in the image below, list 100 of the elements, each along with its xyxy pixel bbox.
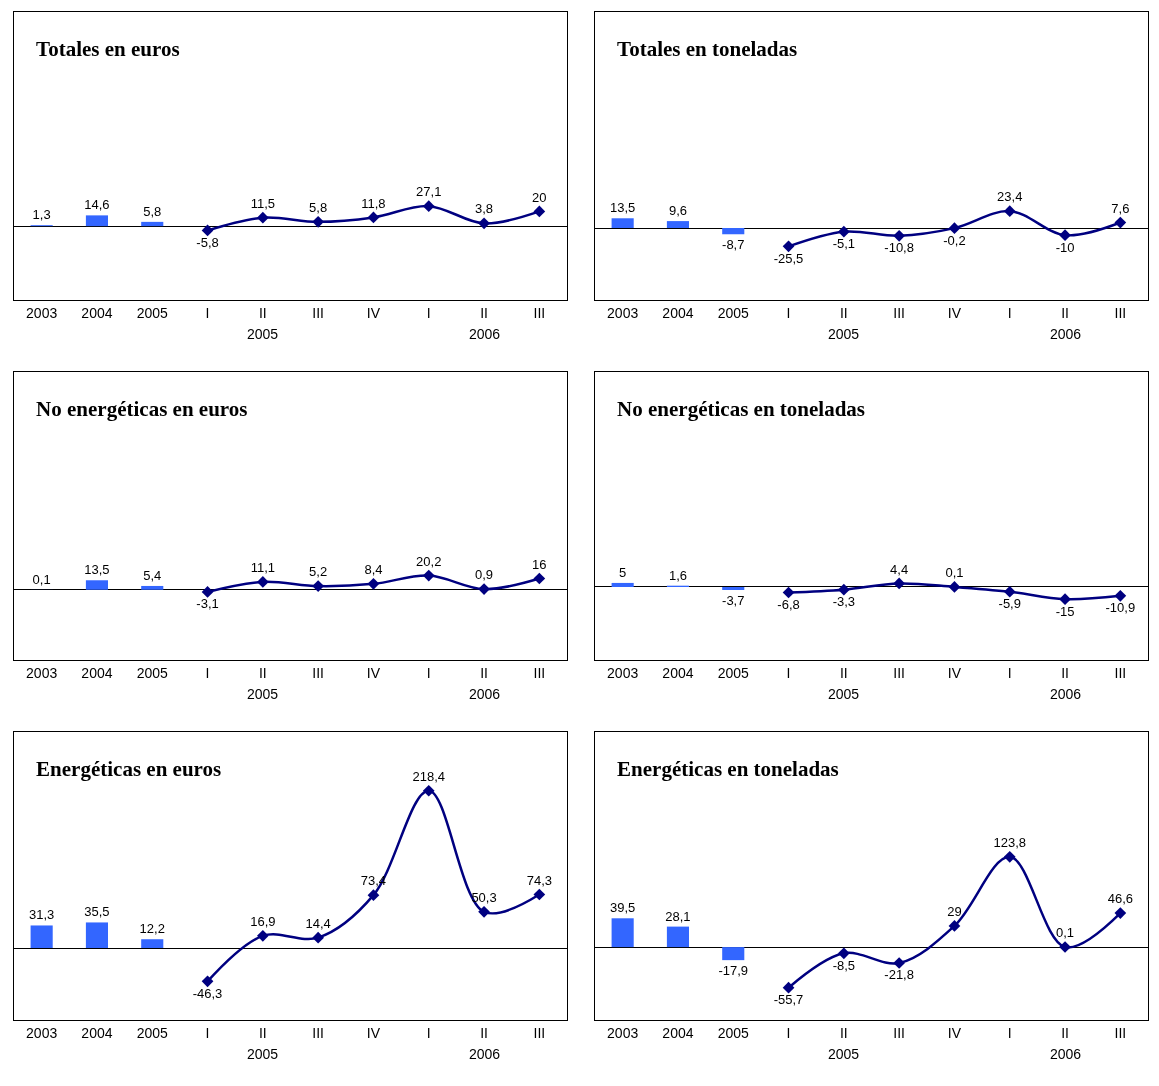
data-label: 0,1 bbox=[1056, 925, 1075, 941]
x-tick-label: IV bbox=[947, 664, 962, 681]
x-tick-label: II bbox=[480, 664, 488, 681]
point bbox=[257, 929, 269, 942]
data-label: 7,6 bbox=[1111, 200, 1130, 216]
x-tick-label: I bbox=[205, 304, 210, 321]
data-label: -3,1 bbox=[196, 596, 219, 612]
data-label: 20,2 bbox=[416, 553, 442, 569]
x-tick-label: 2004 bbox=[662, 304, 694, 321]
x-tick-label: 2003 bbox=[607, 304, 639, 321]
data-label: 35,5 bbox=[84, 904, 110, 920]
text: No energéticas en toneladas bbox=[617, 396, 866, 421]
x-tick-label: I bbox=[426, 304, 431, 321]
data-label: 14,6 bbox=[84, 197, 110, 213]
x-tick-label: I bbox=[786, 1024, 791, 1041]
x-tick-label: 2004 bbox=[81, 664, 113, 681]
point bbox=[478, 217, 490, 230]
data-label: 9,6 bbox=[668, 203, 687, 219]
text: 2005 bbox=[247, 686, 279, 702]
text: No energéticas en euros bbox=[36, 396, 248, 421]
data-label: 5,2 bbox=[309, 564, 328, 580]
x-tick-label: 2003 bbox=[607, 664, 639, 681]
data-label: -5,8 bbox=[196, 234, 219, 250]
data-label: -46,3 bbox=[192, 985, 223, 1001]
text: 2006 bbox=[1050, 686, 1082, 702]
data-label: 29 bbox=[947, 904, 962, 920]
data-label: -55,7 bbox=[773, 992, 804, 1008]
data-label: -17,9 bbox=[718, 963, 749, 979]
x-tick-label: III bbox=[893, 664, 905, 681]
x-tick-label: III bbox=[893, 304, 905, 321]
x-tick-label: 2005 bbox=[717, 1024, 750, 1041]
data-label: 20 bbox=[532, 189, 547, 205]
x-tick-label: II bbox=[1061, 1024, 1069, 1041]
data-label: 1,3 bbox=[32, 207, 51, 223]
data-label: -0,2 bbox=[943, 232, 966, 248]
point bbox=[1003, 205, 1016, 217]
data-label: 39,5 bbox=[609, 900, 636, 916]
x-tick-label: II bbox=[258, 1024, 267, 1041]
point bbox=[838, 583, 850, 596]
point bbox=[367, 889, 380, 901]
x-tick-label: III bbox=[893, 1024, 905, 1041]
data-label: 0,1 bbox=[945, 565, 964, 581]
data-label: 5 bbox=[619, 564, 627, 580]
text: 2006 bbox=[469, 326, 501, 342]
point bbox=[533, 888, 546, 901]
point bbox=[782, 981, 795, 994]
x-tick-label: III bbox=[1114, 664, 1127, 681]
data-label: -8,7 bbox=[722, 237, 745, 253]
data-label: 4,4 bbox=[890, 561, 909, 577]
point bbox=[257, 576, 269, 588]
data-label: 27,1 bbox=[416, 184, 442, 200]
data-label: 13,5 bbox=[609, 200, 636, 216]
point bbox=[838, 947, 850, 960]
x-tick-label: 2005 bbox=[717, 304, 750, 321]
text: Energéticas en toneladas bbox=[617, 756, 839, 781]
x-tick-label: III bbox=[312, 304, 324, 321]
data-label: 50,3 bbox=[471, 889, 497, 905]
data-label: -6,8 bbox=[777, 596, 800, 612]
text: 2005 bbox=[828, 1046, 860, 1062]
point bbox=[1059, 229, 1071, 242]
data-label: 31,3 bbox=[28, 907, 55, 923]
x-tick-label: III bbox=[312, 664, 324, 681]
x-tick-label: I bbox=[786, 664, 791, 681]
data-label: 74,3 bbox=[526, 872, 553, 888]
x-tick-label: 2005 bbox=[136, 664, 169, 681]
data-label: -10,8 bbox=[884, 240, 914, 256]
data-label: -25,5 bbox=[773, 250, 804, 266]
x-tick-label: 2004 bbox=[81, 1024, 113, 1041]
data-label: -3,3 bbox=[832, 594, 856, 610]
x-tick-label: IV bbox=[366, 304, 381, 321]
x-tick-label: II bbox=[839, 1024, 848, 1041]
x-tick-label: II bbox=[258, 304, 267, 321]
x-tick-label: I bbox=[205, 664, 210, 681]
point bbox=[312, 216, 324, 228]
x-tick-label: I bbox=[205, 1024, 210, 1041]
x-tick-label: I bbox=[786, 304, 791, 321]
x-tick-label: II bbox=[480, 304, 488, 321]
x-tick-label: 2005 bbox=[136, 1024, 169, 1041]
x-tick-label: 2004 bbox=[662, 664, 694, 681]
point bbox=[312, 931, 324, 944]
data-label: 0,9 bbox=[475, 567, 494, 583]
data-label: 46,6 bbox=[1107, 891, 1134, 907]
point bbox=[1114, 589, 1127, 602]
data-label: 11,5 bbox=[250, 195, 276, 211]
data-label: 13,5 bbox=[84, 562, 110, 578]
x-tick-label: I bbox=[426, 1024, 431, 1041]
x-tick-label: III bbox=[1114, 1024, 1127, 1041]
x-tick-label: IV bbox=[366, 664, 381, 681]
data-label: -5,1 bbox=[832, 236, 856, 252]
point bbox=[201, 586, 214, 598]
x-tick-label: I bbox=[1007, 664, 1012, 681]
data-label: 16,9 bbox=[250, 913, 276, 929]
point bbox=[422, 784, 435, 797]
point bbox=[948, 920, 961, 932]
x-tick-label: 2005 bbox=[136, 304, 169, 321]
text: Totales en euros bbox=[36, 36, 180, 61]
point bbox=[478, 583, 490, 595]
text: 2006 bbox=[1050, 326, 1082, 342]
data-label: -3,7 bbox=[722, 592, 745, 608]
data-label: 5,8 bbox=[143, 203, 162, 219]
